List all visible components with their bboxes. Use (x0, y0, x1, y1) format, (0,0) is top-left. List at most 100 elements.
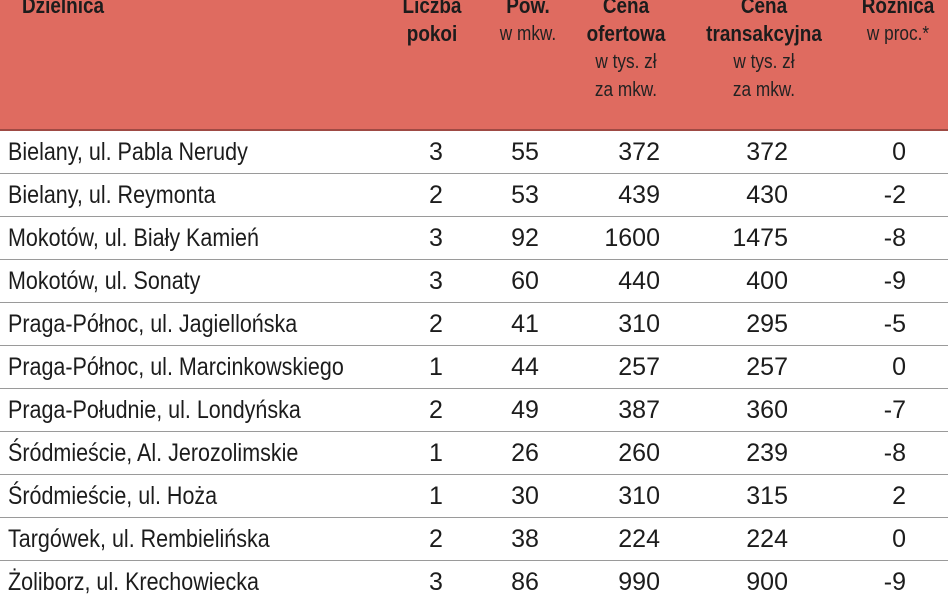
cell-area: 55 (511, 138, 539, 166)
cell-district: Targówek, ul. Rembielińska (8, 525, 270, 553)
table-row: Praga-Północ, ul. Marcinkowskiego 1 44 257 2… (0, 346, 948, 389)
table-row: Śródmieście, Al. Jerozolimskie 1 26 260 239 -… (0, 432, 948, 475)
cell-district: Żoliborz, ul. Krechowiecka (8, 568, 259, 596)
cell-district: Praga-Północ, ul. Jagiellońska (8, 310, 298, 338)
cell-district: Praga-Południe, ul. Londyńska (8, 396, 301, 424)
cell-transaction-price: 315 (746, 482, 788, 510)
cell-district: Śródmieście, ul. Hoża (8, 482, 218, 510)
header-rooms-line2: pokoi (406, 21, 458, 46)
table-row: Żoliborz, ul. Krechowiecka 3 86 990 900 -9 (0, 561, 948, 603)
header-area: Pow. w mkw. (488, 0, 568, 48)
cell-difference: 0 (892, 138, 906, 166)
cell-rooms: 1 (429, 439, 443, 467)
cell-transaction-price: 900 (746, 568, 788, 596)
header-area-line1: Pow. (506, 0, 550, 18)
cell-area: 86 (511, 568, 539, 596)
cell-area: 49 (511, 396, 539, 424)
table-row: Śródmieście, ul. Hoża 1 30 310 315 2 (0, 475, 948, 518)
header-transaction-price: Cena transakcyjna w tys. zł za mkw. (684, 0, 844, 104)
header-district: Dzielnica (22, 0, 117, 20)
cell-offer-price: 990 (618, 568, 660, 596)
table-row: Bielany, ul. Reymonta 2 53 439 430 -2 (0, 174, 948, 217)
cell-difference: -5 (883, 310, 906, 338)
cell-rooms: 2 (429, 525, 443, 553)
table-body: Bielany, ul. Pabla Nerudy 3 55 372 372 0 Biela… (0, 131, 948, 603)
table-row: Praga-Północ, ul. Jagiellońska 2 41 310 295 -… (0, 303, 948, 346)
header-offer-price: Cena ofertowa w tys. zł za mkw. (566, 0, 686, 104)
cell-district: Mokotów, ul. Sonaty (8, 267, 201, 295)
cell-offer-price: 372 (618, 138, 660, 166)
cell-difference: -8 (883, 439, 906, 467)
cell-difference: -8 (883, 224, 906, 252)
header-offer-line2: ofertowa (586, 21, 666, 46)
cell-district: Praga-Północ, ul. Marcinkowskiego (8, 353, 344, 381)
cell-rooms: 2 (429, 310, 443, 338)
cell-difference: -7 (883, 396, 906, 424)
cell-district: Mokotów, ul. Biały Kamień (8, 224, 259, 252)
cell-area: 41 (511, 310, 539, 338)
header-offer-line1: Cena (602, 0, 650, 18)
cell-rooms: 3 (429, 267, 443, 295)
header-trans-line1: Cena (740, 0, 788, 18)
cell-area: 44 (511, 353, 539, 381)
cell-area: 38 (511, 525, 539, 553)
cell-offer-price: 257 (618, 353, 660, 381)
table-row: Targówek, ul. Rembielińska 2 38 224 224 0 (0, 518, 948, 561)
cell-transaction-price: 257 (746, 353, 788, 381)
cell-offer-price: 224 (618, 525, 660, 553)
header-offer-line4: za mkw. (594, 79, 658, 101)
cell-rooms: 2 (429, 181, 443, 209)
cell-area: 92 (511, 224, 539, 252)
header-diff-line1: Różnica (861, 0, 935, 18)
header-trans-line3: w tys. zł (733, 51, 795, 73)
header-trans-line4: za mkw. (732, 79, 796, 101)
cell-rooms: 1 (429, 353, 443, 381)
cell-district: Bielany, ul. Pabla Nerudy (8, 138, 248, 166)
cell-rooms: 3 (429, 568, 443, 596)
header-rooms-line1: Liczba (402, 0, 462, 18)
cell-transaction-price: 295 (746, 310, 788, 338)
cell-transaction-price: 239 (746, 439, 788, 467)
cell-rooms: 2 (429, 396, 443, 424)
cell-area: 53 (511, 181, 539, 209)
cell-difference: 0 (892, 353, 906, 381)
table-row: Praga-Południe, ul. Londyńska 2 49 387 360 -7 (0, 389, 948, 432)
table-row: Bielany, ul. Pabla Nerudy 3 55 372 372 0 (0, 131, 948, 174)
cell-transaction-price: 430 (746, 181, 788, 209)
cell-difference: -2 (883, 181, 906, 209)
header-trans-line2: transakcyjna (706, 21, 822, 46)
cell-district: Śródmieście, Al. Jerozolimskie (8, 439, 299, 467)
cell-offer-price: 439 (618, 181, 660, 209)
header-offer-line3: w tys. zł (595, 51, 657, 73)
cell-offer-price: 1600 (604, 224, 660, 252)
header-district-label: Dzielnica (22, 0, 105, 18)
cell-area: 60 (511, 267, 539, 295)
cell-rooms: 1 (429, 482, 443, 510)
cell-transaction-price: 400 (746, 267, 788, 295)
cell-difference: -9 (883, 568, 906, 596)
header-difference: Różnica w proc.* (838, 0, 948, 48)
table-row: Mokotów, ul. Sonaty 3 60 440 400 -9 (0, 260, 948, 303)
cell-difference: 0 (892, 525, 906, 553)
cell-district: Bielany, ul. Reymonta (8, 181, 216, 209)
table-row: Mokotów, ul. Biały Kamień 3 92 1600 1475 -8 (0, 217, 948, 260)
cell-transaction-price: 360 (746, 396, 788, 424)
cell-offer-price: 260 (618, 439, 660, 467)
header-rooms: Liczba pokoi (382, 0, 482, 48)
cell-area: 26 (511, 439, 539, 467)
cell-transaction-price: 224 (746, 525, 788, 553)
cell-offer-price: 310 (618, 482, 660, 510)
cell-difference: 2 (892, 482, 906, 510)
cell-rooms: 3 (429, 138, 443, 166)
cell-difference: -9 (883, 267, 906, 295)
table-header: Dzielnica Liczba pokoi Pow. w mkw. Cena … (0, 0, 948, 131)
cell-rooms: 3 (429, 224, 443, 252)
cell-transaction-price: 372 (746, 138, 788, 166)
cell-transaction-price: 1475 (732, 224, 788, 252)
cell-offer-price: 310 (618, 310, 660, 338)
cell-offer-price: 387 (618, 396, 660, 424)
cell-offer-price: 440 (618, 267, 660, 295)
cell-area: 30 (511, 482, 539, 510)
header-diff-line2: w proc.* (866, 23, 930, 45)
